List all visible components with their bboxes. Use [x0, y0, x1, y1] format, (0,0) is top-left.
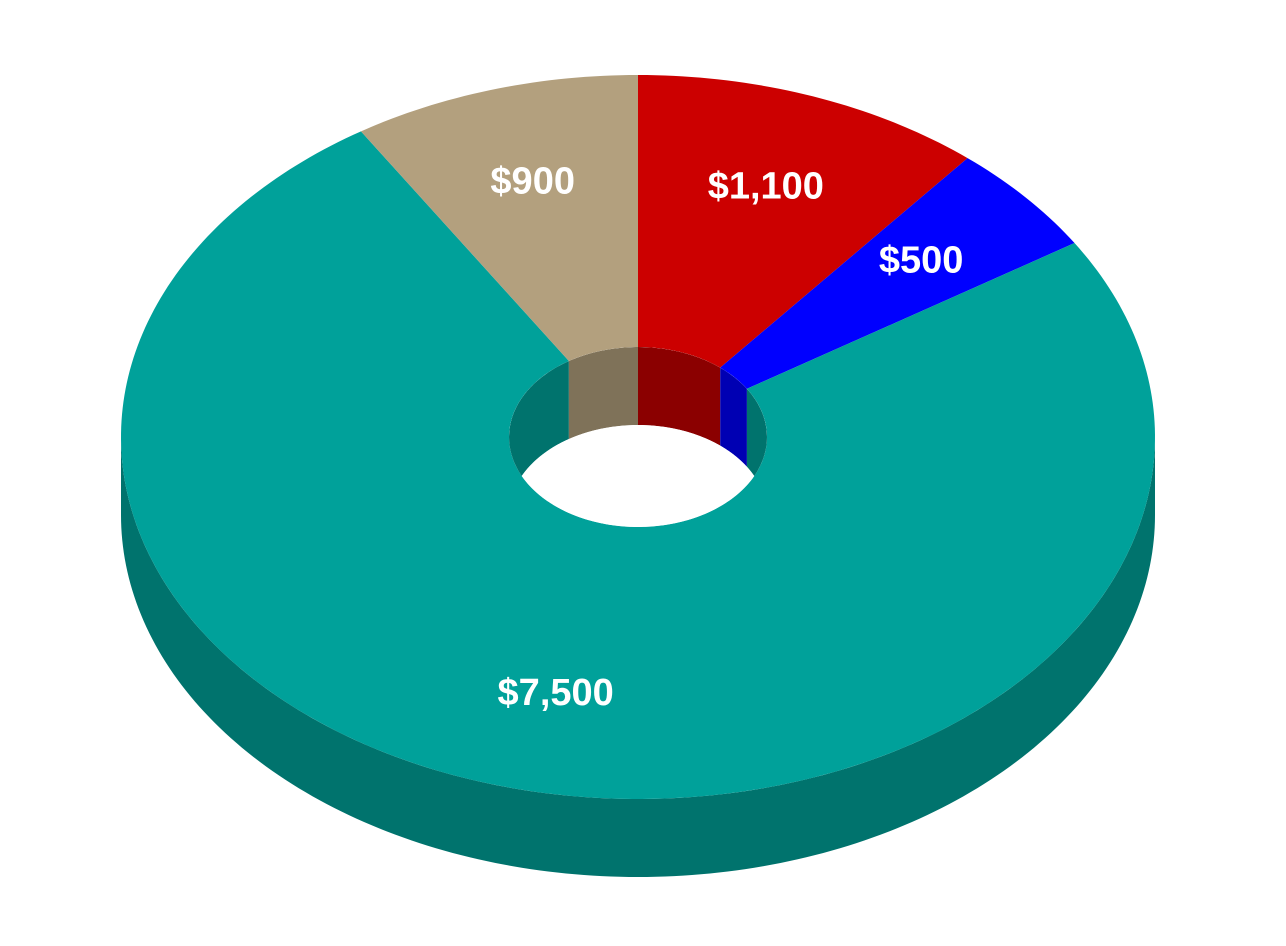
- value-label: $7,500: [498, 672, 614, 714]
- inner-wall: [638, 347, 721, 446]
- hole: [509, 347, 767, 527]
- slice-side: [121, 437, 1155, 877]
- hole-opening: [509, 425, 767, 527]
- value-label: $1,100: [708, 165, 824, 207]
- value-label: $500: [879, 239, 964, 281]
- slice: [720, 158, 1075, 389]
- inner-wall: [509, 361, 569, 515]
- slice: [638, 75, 968, 368]
- inner-wall: [568, 347, 638, 440]
- side-walls: [121, 437, 1155, 877]
- labels: $1,100 $500 $7,500 $900: [490, 160, 963, 714]
- top-faces: [121, 75, 1155, 799]
- value-label: $900: [490, 160, 575, 202]
- inner-wall: [720, 367, 747, 467]
- slice: [121, 131, 1155, 799]
- slice: [360, 75, 638, 362]
